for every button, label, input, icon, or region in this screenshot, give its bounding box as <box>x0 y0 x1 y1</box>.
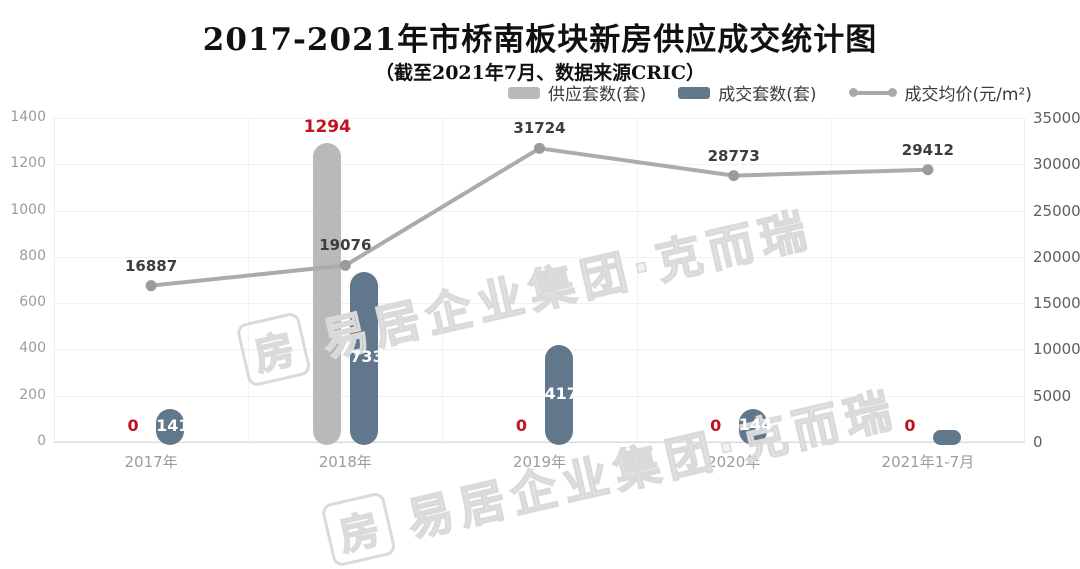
x-axis-category-label: 2020年 <box>707 453 761 471</box>
gridline-horizontal <box>54 118 1025 119</box>
gridline-horizontal <box>54 395 1025 397</box>
gridline-vertical <box>636 118 638 442</box>
right-axis-tick-label: 15000 <box>1033 294 1080 313</box>
transaction-bar <box>932 430 961 445</box>
transaction-bar <box>544 345 573 445</box>
right-axis-tick-label: 25000 <box>1033 201 1080 220</box>
gridline-horizontal <box>54 210 1025 212</box>
gridline-horizontal <box>54 256 1025 258</box>
avg-price-point <box>728 170 740 182</box>
avg-price-point <box>339 259 351 271</box>
supply-value-label: 1294 <box>303 116 351 137</box>
legend-label-transactions: 成交套数(套) <box>718 85 817 105</box>
page-subtitle: （截至2021年7月、数据来源CRIC） <box>374 62 706 84</box>
legend-label-supply: 供应套数(套) <box>548 85 647 105</box>
x-axis-category-label: 2018年 <box>318 453 372 471</box>
supply-zero-label: 0 <box>710 416 722 435</box>
legend-label-avg-price: 成交均价(元/m²) <box>904 85 1032 105</box>
left-axis-tick-label: 1400 <box>10 109 46 125</box>
x-axis-category-label: 2017年 <box>124 453 178 471</box>
left-axis-tick-label: 800 <box>19 247 46 264</box>
avg-price-point <box>534 142 545 154</box>
avg-price-value-label: 19076 <box>319 236 372 255</box>
avg-price-point <box>145 280 157 292</box>
gridline-vertical <box>442 118 444 442</box>
transaction-bar <box>350 272 379 445</box>
supply-bar-swatch-icon <box>508 86 540 99</box>
transaction-bar <box>156 409 185 445</box>
legend-item-avg-price: 成交均价(元/m²) <box>848 80 1032 105</box>
left-axis-tick-label: 600 <box>19 294 46 311</box>
avg-price-value-label: 29412 <box>901 140 954 159</box>
right-axis-tick-label: 35000 <box>1033 109 1080 127</box>
page-title: 2017-2021年市桥南板块新房供应成交统计图 <box>202 22 878 58</box>
transaction-bar-swatch-icon <box>678 86 711 99</box>
left-axis-tick-label: 1200 <box>10 155 46 172</box>
left-axis-tick-label: 400 <box>19 340 46 357</box>
right-axis-tick-label: 0 <box>1033 433 1043 451</box>
chart-legend: 供应套数(套) 成交套数(套) 成交均价(元/m²) <box>508 80 1032 105</box>
right-axis-tick-label: 10000 <box>1033 340 1080 359</box>
avg-price-value-label: 28773 <box>707 146 760 165</box>
avg-price-value-label: 16887 <box>125 256 178 275</box>
x-axis-category-label: 2021年1-7月 <box>881 453 975 471</box>
gridline-vertical <box>248 118 250 442</box>
transaction-value-label: 141 <box>156 415 190 435</box>
left-axis-tick-label: 1000 <box>10 201 46 218</box>
combo-chart: 房 易居企业集团·克而瑞 房 易居企业集团·克而瑞 0 200 400 600 800 1… <box>10 109 1080 568</box>
gridline-horizontal <box>54 349 1025 351</box>
transaction-value-label: 144 <box>738 415 773 435</box>
right-axis-tick-label: 30000 <box>1033 155 1080 174</box>
supply-bar <box>313 142 342 445</box>
avg-price-line <box>145 142 934 292</box>
supply-zero-label: 0 <box>515 416 528 435</box>
transaction-bar <box>738 408 767 445</box>
gridline-vertical <box>830 118 832 442</box>
ehouse-logo-icon: 房 <box>320 491 398 568</box>
supply-zero-label: 0 <box>127 416 139 435</box>
avg-price-value-label: 31724 <box>513 119 566 138</box>
gridline-horizontal <box>54 303 1025 305</box>
right-axis-tick-label: 20000 <box>1033 247 1080 266</box>
gridline-horizontal <box>54 164 1025 166</box>
left-axis-tick-label: 200 <box>19 386 46 403</box>
transaction-value-label: 417 <box>544 383 578 403</box>
supply-zero-label: 0 <box>904 416 916 435</box>
left-axis-tick-label: 0 <box>37 433 46 449</box>
transaction-value-label: 733 <box>350 347 384 367</box>
x-axis-line <box>54 442 1025 443</box>
right-axis-tick-label: 5000 <box>1033 386 1072 405</box>
x-axis-category-label: 2019年 <box>512 453 567 471</box>
legend-item-supply: 供应套数(套) <box>508 80 646 105</box>
avg-price-line-swatch-icon <box>848 87 897 99</box>
legend-item-transactions: 成交套数(套) <box>678 80 817 105</box>
avg-price-point <box>922 164 934 176</box>
